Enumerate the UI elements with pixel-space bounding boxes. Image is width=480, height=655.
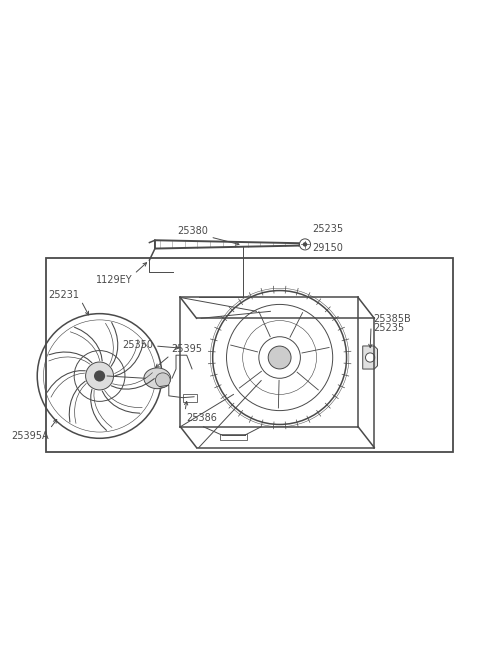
Bar (183, 394, 196, 402)
Text: 25350: 25350 (122, 340, 154, 350)
Text: 29150: 29150 (312, 242, 343, 253)
Polygon shape (363, 346, 377, 369)
Circle shape (300, 239, 311, 250)
Ellipse shape (144, 368, 171, 388)
Circle shape (94, 370, 105, 382)
Circle shape (85, 362, 114, 390)
Circle shape (303, 242, 307, 247)
Text: 25385B: 25385B (373, 314, 410, 324)
Text: 1129EY: 1129EY (96, 275, 133, 285)
Text: 25395A: 25395A (11, 431, 48, 441)
Text: 25235: 25235 (373, 323, 404, 333)
Bar (220, 434, 247, 440)
Circle shape (365, 353, 375, 362)
Bar (47, 258, 453, 452)
Ellipse shape (156, 373, 170, 387)
Circle shape (268, 346, 291, 369)
Text: 25380: 25380 (177, 226, 208, 236)
Text: 25386: 25386 (186, 413, 217, 423)
Text: 25235: 25235 (312, 224, 343, 234)
Text: 25231: 25231 (48, 290, 79, 300)
Text: 25395: 25395 (171, 345, 202, 354)
